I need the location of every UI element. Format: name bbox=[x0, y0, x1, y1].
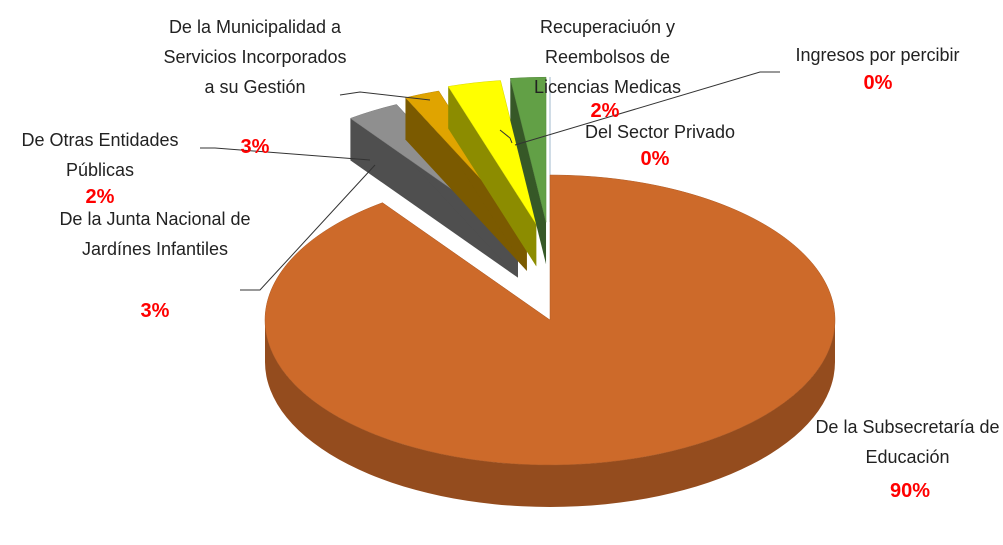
slice-label: De la Subsecretaría de Educación bbox=[815, 417, 1000, 467]
leader-lines bbox=[200, 71, 780, 291]
slice-label: Recuperaciuón y Reembolsos de Licencias … bbox=[533, 17, 682, 97]
slice-value-label: 3% bbox=[240, 136, 270, 158]
slice-label: Ingresos por percibir bbox=[795, 45, 960, 65]
leader-line bbox=[339, 91, 431, 101]
slice-value-label: 2% bbox=[85, 186, 115, 208]
slice-wall bbox=[350, 118, 518, 278]
slice-value-label: 3% bbox=[140, 300, 170, 322]
slice-label: Del Sector Privado bbox=[584, 122, 736, 142]
slice-label: De Otras Entidades Públicas bbox=[21, 130, 179, 180]
leader-line bbox=[240, 164, 376, 291]
slice-side bbox=[265, 320, 835, 507]
leader-line bbox=[200, 147, 371, 161]
slice-value-label: 2% bbox=[590, 100, 620, 122]
slice-value-label: 0% bbox=[863, 72, 893, 94]
slice-wall bbox=[510, 78, 547, 265]
slice-wall bbox=[448, 86, 537, 267]
leader-line bbox=[514, 71, 780, 146]
slice-value-label: 90% bbox=[889, 480, 931, 502]
pie-slice bbox=[447, 80, 537, 267]
pie-slice bbox=[264, 174, 836, 507]
leader-line bbox=[499, 129, 513, 144]
slice-value-label: 0% bbox=[640, 148, 670, 170]
pie-slice bbox=[510, 76, 547, 265]
slice-wall bbox=[405, 97, 527, 271]
slice-top bbox=[264, 174, 836, 466]
slice-label: De la Junta Nacional de Jardínes Infanti… bbox=[59, 209, 251, 259]
slice-label: De la Municipalidad a Servicios Incorpor… bbox=[163, 17, 347, 97]
slice-top bbox=[447, 80, 537, 225]
slice-top bbox=[510, 76, 547, 223]
